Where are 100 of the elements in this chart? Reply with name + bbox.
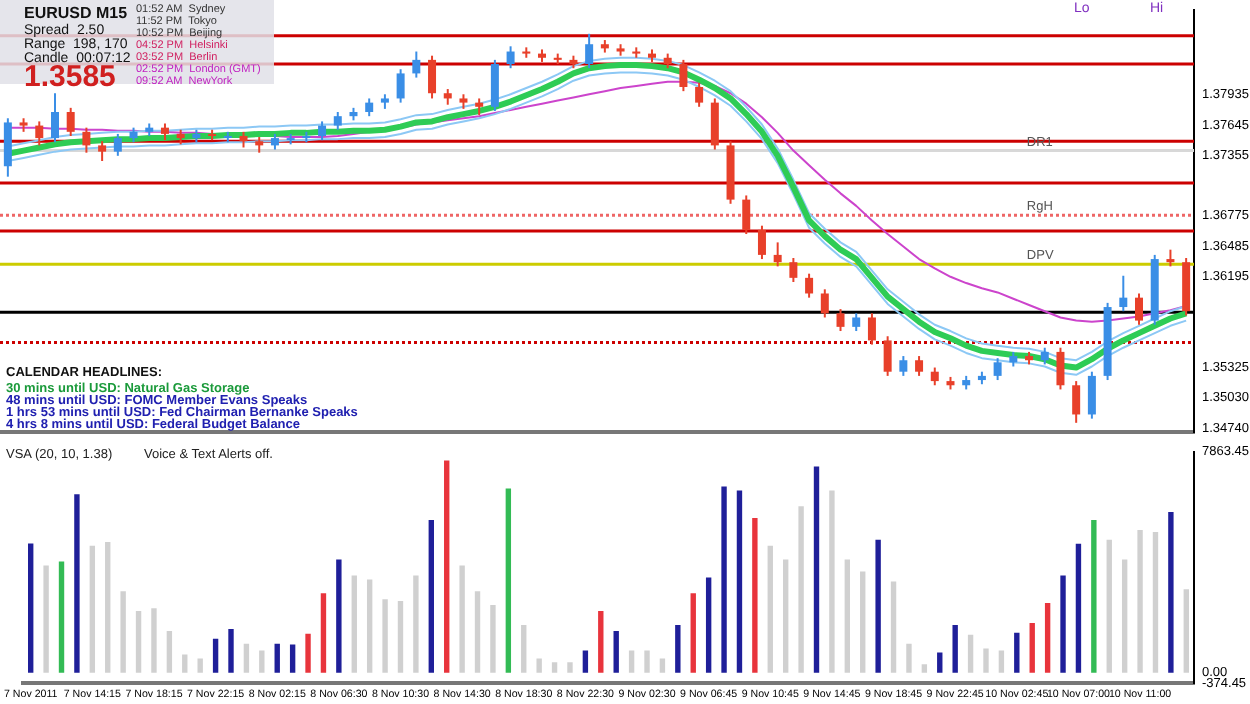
bar — [659, 658, 666, 673]
bar — [782, 559, 789, 673]
candlestick — [993, 357, 1002, 382]
bar — [1044, 603, 1051, 673]
bar — [1060, 575, 1066, 673]
bar — [875, 539, 881, 673]
candlestick — [3, 117, 12, 178]
bar — [305, 633, 311, 673]
bar — [967, 634, 974, 673]
bar — [259, 650, 265, 673]
candlestick — [1072, 380, 1081, 424]
bar — [151, 608, 157, 673]
bar — [582, 650, 589, 673]
bar — [721, 486, 727, 673]
bar — [1168, 512, 1174, 673]
bar — [1075, 543, 1082, 673]
bar — [1029, 623, 1035, 673]
candlestick — [742, 194, 751, 236]
bar — [166, 630, 173, 673]
bar — [336, 559, 342, 673]
bar — [1014, 632, 1020, 673]
bar — [228, 628, 234, 673]
candlestick — [50, 92, 59, 144]
bar — [505, 488, 512, 673]
bar — [89, 545, 96, 673]
bar — [767, 545, 773, 673]
bar — [1137, 530, 1143, 673]
bar — [43, 565, 49, 673]
bar — [397, 601, 404, 673]
candlestick — [695, 81, 704, 108]
bar — [551, 662, 558, 673]
candlestick — [412, 50, 421, 79]
bar — [644, 650, 650, 673]
candlestick — [428, 54, 437, 100]
candlestick — [789, 257, 798, 284]
candlestick — [679, 58, 688, 93]
bar — [598, 610, 604, 673]
bar — [798, 506, 804, 673]
bar — [182, 654, 188, 673]
bar — [998, 650, 1005, 673]
bar — [320, 593, 327, 673]
candlestick — [318, 120, 327, 142]
bar — [74, 494, 80, 673]
bar — [428, 519, 434, 673]
candlestick — [490, 58, 499, 112]
bar — [937, 652, 943, 673]
bar — [752, 517, 758, 673]
bar — [890, 581, 897, 673]
candlestick — [883, 335, 892, 377]
bar — [1152, 531, 1159, 673]
bar — [952, 624, 958, 673]
candlestick — [35, 120, 44, 147]
candlestick — [98, 140, 107, 163]
bar — [58, 561, 65, 673]
bar — [567, 662, 573, 673]
bar — [120, 591, 126, 673]
bar — [135, 610, 142, 673]
bar — [490, 605, 496, 673]
bar — [536, 658, 542, 673]
bar — [413, 575, 419, 673]
bar — [289, 644, 296, 673]
bar — [983, 648, 989, 673]
candlestick — [396, 68, 405, 104]
bar — [212, 638, 219, 673]
candlestick — [506, 45, 515, 70]
candlestick — [1087, 370, 1096, 420]
bar — [1183, 589, 1189, 673]
bar — [829, 490, 835, 673]
bar — [705, 577, 712, 673]
bar — [382, 599, 388, 673]
chart-title: EURUSD M15 — [24, 4, 128, 22]
bar — [613, 630, 619, 673]
bar — [1121, 559, 1128, 673]
bar — [906, 643, 912, 673]
bar — [351, 575, 357, 673]
bar — [736, 490, 743, 673]
bar — [860, 571, 866, 673]
candlestick — [585, 32, 594, 70]
candlestick — [867, 312, 876, 346]
bar — [521, 624, 527, 673]
bar — [197, 658, 203, 673]
bar — [813, 466, 820, 673]
candlestick — [66, 106, 75, 137]
bar — [274, 643, 280, 673]
annotation: 1.3585 — [24, 60, 116, 95]
bar — [243, 643, 250, 673]
candlestick — [820, 288, 829, 319]
bar — [444, 460, 450, 673]
bar — [105, 542, 111, 673]
bar — [1106, 539, 1112, 673]
candlestick — [113, 132, 122, 157]
bar — [844, 559, 851, 673]
bar — [459, 565, 465, 673]
bar — [690, 593, 696, 673]
candlestick — [1135, 292, 1144, 326]
candlestick — [805, 272, 814, 299]
bar — [1091, 519, 1097, 673]
bar — [675, 624, 681, 673]
candlestick — [915, 355, 924, 377]
bar — [474, 591, 481, 673]
